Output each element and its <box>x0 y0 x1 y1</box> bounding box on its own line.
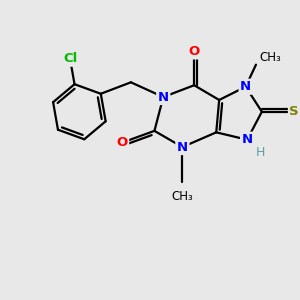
Text: O: O <box>116 136 128 149</box>
Text: N: N <box>240 80 251 93</box>
Text: H: H <box>256 146 265 159</box>
Text: N: N <box>177 141 188 154</box>
Text: CH₃: CH₃ <box>172 190 193 203</box>
Text: Cl: Cl <box>63 52 77 65</box>
Text: N: N <box>242 133 253 146</box>
Text: S: S <box>290 105 299 118</box>
Text: O: O <box>188 45 200 58</box>
Text: N: N <box>158 91 169 103</box>
Text: CH₃: CH₃ <box>259 52 281 64</box>
